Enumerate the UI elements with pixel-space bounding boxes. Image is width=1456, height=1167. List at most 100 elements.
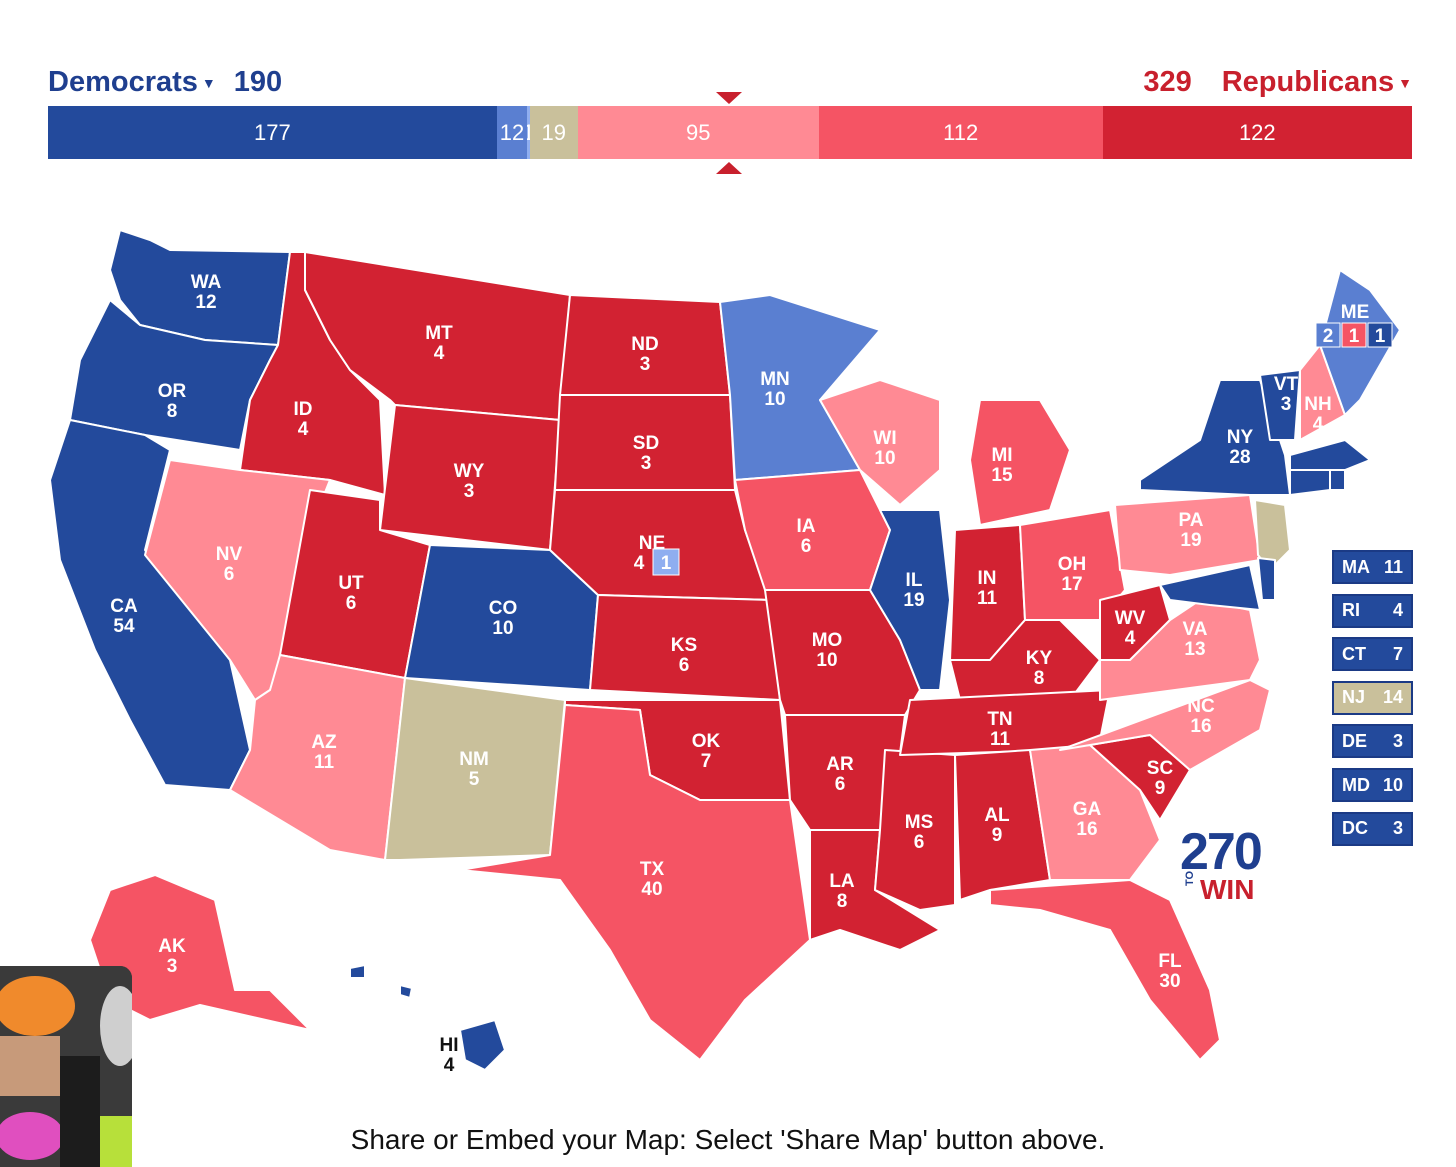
state-ev-ak: 3	[167, 956, 178, 977]
maine-district-boxes: 2 1 1	[1315, 322, 1393, 348]
state-ev-or: 8	[167, 401, 178, 422]
state-ev-ny: 28	[1229, 447, 1250, 468]
state-nm[interactable]	[384, 677, 566, 861]
state-label-ak: AK	[158, 936, 186, 957]
state-label-tn: TN	[987, 709, 1012, 730]
side-state-nj[interactable]: NJ 14	[1332, 680, 1413, 715]
state-fl[interactable]	[989, 879, 1221, 1061]
video-thumbnail[interactable]	[0, 966, 132, 1167]
state-label-al: AL	[984, 805, 1010, 826]
side-state-ev: 11	[1383, 556, 1403, 577]
side-state-dc[interactable]: DC 3	[1332, 811, 1413, 846]
share-instructions: Share or Embed your Map: Select 'Share M…	[350, 1124, 1106, 1155]
state-hi[interactable]	[399, 984, 413, 999]
state-label-me: ME	[1341, 302, 1370, 323]
state-md[interactable]	[1159, 564, 1261, 611]
republicans-label[interactable]: Republicans	[1221, 66, 1395, 98]
caret-down-icon[interactable]: ▼	[1398, 75, 1412, 92]
state-label-tx: TX	[640, 859, 665, 880]
bar-segment: 112	[818, 106, 1103, 159]
state-label-vt: VT	[1274, 374, 1299, 395]
state-ri[interactable]	[1329, 469, 1346, 491]
state-ev-ca: 54	[113, 616, 135, 637]
state-label-nd: ND	[631, 334, 658, 355]
state-hi[interactable]	[459, 1019, 506, 1071]
state-ev-in: 11	[977, 588, 998, 609]
state-ev-ar: 6	[835, 774, 846, 795]
state-mi[interactable]	[969, 399, 1071, 526]
270-marker-top-icon	[716, 92, 742, 104]
state-label-ca: CA	[110, 596, 138, 617]
state-label-ky: KY	[1026, 648, 1053, 669]
state-ev-va: 13	[1184, 639, 1205, 660]
state-ev-tn: 11	[990, 729, 1011, 750]
state-label-in: IN	[978, 568, 997, 589]
democrats-header[interactable]: Democrats ▼ 190	[48, 66, 282, 99]
side-state-ct[interactable]: CT 7	[1332, 637, 1413, 672]
state-ma[interactable]	[1289, 439, 1371, 471]
republicans-header[interactable]: 329 Republicans ▼	[1143, 66, 1412, 99]
state-ev-mn: 10	[764, 389, 785, 410]
state-label-mi: MI	[991, 445, 1012, 466]
state-pa[interactable]	[1114, 494, 1261, 576]
side-state-abbr: CT	[1342, 643, 1366, 664]
side-state-ev: 4	[1392, 600, 1403, 621]
side-state-abbr: RI	[1342, 600, 1360, 621]
state-ev-oh: 17	[1061, 574, 1082, 595]
state-ev-mo: 10	[816, 650, 837, 671]
state-il[interactable]	[869, 509, 951, 691]
state-al[interactable]	[954, 749, 1051, 901]
side-state-ma[interactable]: MA 11	[1332, 550, 1413, 584]
270towin-logo: 270 TO WIN	[1180, 826, 1270, 906]
me-at-large-box[interactable]	[1315, 322, 1341, 348]
logo-number: 270	[1180, 823, 1263, 881]
state-hi[interactable]	[349, 964, 366, 979]
side-state-abbr: MD	[1342, 774, 1370, 795]
me-cd1-box[interactable]	[1367, 322, 1393, 348]
state-de[interactable]	[1257, 557, 1276, 601]
state-ct[interactable]	[1289, 469, 1331, 496]
nebraska-district-box[interactable]: 1	[652, 548, 680, 576]
state-ny[interactable]	[1139, 379, 1291, 496]
bar-segment: 1	[527, 106, 530, 159]
democrats-total: 190	[233, 66, 283, 98]
state-label-nc: NC	[1187, 696, 1215, 717]
state-label-sd: SD	[633, 433, 659, 454]
side-state-ri[interactable]: RI 4	[1332, 593, 1413, 628]
state-label-va: VA	[1183, 619, 1208, 640]
state-ev-il: 19	[903, 590, 924, 611]
state-label-id: ID	[294, 399, 313, 420]
state-nj[interactable]	[1254, 499, 1291, 571]
me-cd2-ev: 1	[1349, 326, 1360, 347]
state-label-la: LA	[829, 871, 855, 892]
state-label-mn: MN	[760, 369, 790, 390]
republicans-total: 329	[1143, 66, 1192, 98]
state-tx[interactable]	[459, 704, 811, 1061]
state-label-pa: PA	[1179, 510, 1204, 531]
state-ev-co: 10	[492, 618, 513, 639]
state-label-az: AZ	[311, 732, 337, 753]
state-ev-nv: 6	[224, 564, 235, 585]
state-label-ok: OK	[692, 731, 721, 752]
side-state-de[interactable]: DE 3	[1332, 724, 1413, 759]
side-state-ev: 7	[1392, 643, 1403, 664]
state-vt[interactable]	[1259, 369, 1301, 441]
side-state-abbr: MA	[1342, 556, 1370, 577]
side-state-md[interactable]: MD 10	[1332, 768, 1413, 802]
state-label-or: OR	[158, 381, 187, 402]
bar-segment: 177	[48, 106, 497, 159]
me-cd2-box[interactable]	[1341, 322, 1367, 348]
state-wi[interactable]	[819, 379, 941, 506]
state-label-sc: SC	[1147, 758, 1174, 779]
side-state-abbr: NJ	[1342, 687, 1366, 708]
democrats-label[interactable]: Democrats	[48, 66, 198, 98]
caret-down-icon[interactable]: ▼	[201, 75, 216, 92]
ne-cd2-box[interactable]	[652, 548, 680, 576]
state-label-ia: IA	[797, 516, 816, 537]
state-ev-la: 8	[837, 891, 848, 912]
state-label-co: CO	[489, 598, 518, 619]
state-label-nm: NM	[459, 749, 489, 770]
state-label-ny: NY	[1227, 427, 1254, 448]
state-label-hi: HI	[440, 1035, 459, 1056]
